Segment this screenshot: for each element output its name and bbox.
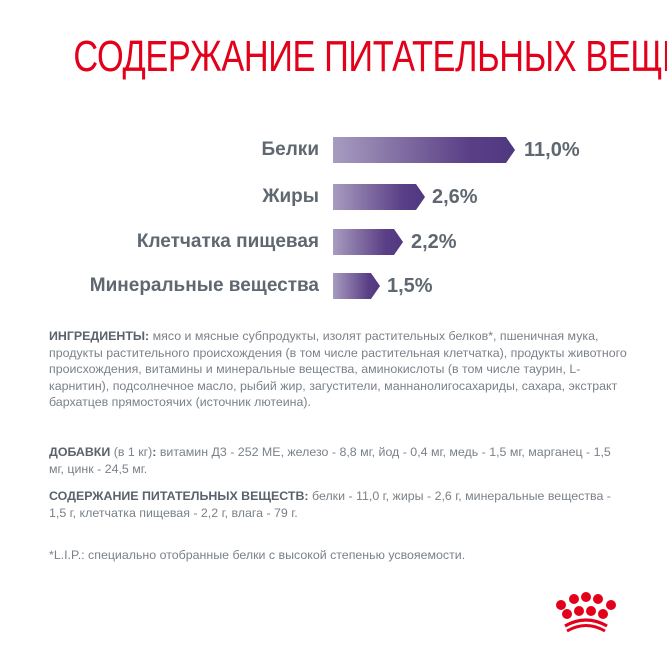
footnote: *L.I.P.: специально отобранные белки с в… (49, 548, 466, 562)
additives-paragraph: ДОБАВКИ (в 1 кг): витамин Д3 - 252 МЕ, ж… (49, 444, 629, 477)
bar-row-protein: Белки 11,0% (0, 137, 667, 163)
bar-value: 2,2% (411, 231, 457, 253)
page-title: СОДЕРЖАНИЕ ПИТАТЕЛЬНЫХ ВЕЩЕСТВ (73, 32, 667, 81)
bar-value: 11,0% (524, 139, 580, 161)
nutrients-paragraph: СОДЕРЖАНИЕ ПИТАТЕЛЬНЫХ ВЕЩЕСТВ: белки - … (49, 488, 629, 521)
additives-colon: : (152, 445, 157, 459)
bar-value: 1,5% (387, 275, 433, 297)
ingredients-text: мясо и мясные субпродукты, изолят растит… (49, 329, 627, 409)
nutrients-text: белки - 11,0 г, жиры - 2,6 г, минеральны… (49, 489, 611, 520)
additives-text: витамин Д3 - 252 МЕ, железо - 8,8 мг, йо… (49, 445, 611, 476)
additives-qualifier: (в 1 кг) (110, 445, 153, 459)
bar-label: Клетчатка пищевая (136, 231, 319, 252)
bar (333, 273, 380, 299)
additives-heading: ДОБАВКИ (49, 445, 111, 459)
ingredients-paragraph: ИНГРЕДИЕНТЫ: мясо и мясные субпродукты, … (49, 328, 629, 411)
bar-label: Минеральные вещества (89, 275, 319, 296)
bar (333, 229, 403, 255)
bar (333, 137, 515, 163)
royal-canin-crown-icon (553, 592, 619, 638)
bar-row-fiber: Клетчатка пищевая 2,2% (0, 229, 667, 255)
bar-row-fat: Жиры 2,6% (0, 184, 667, 210)
bar-row-minerals: Минеральные вещества 1,5% (0, 273, 667, 299)
nutrients-heading: СОДЕРЖАНИЕ ПИТАТЕЛЬНЫХ ВЕЩЕСТВ: (49, 489, 309, 503)
ingredients-heading: ИНГРЕДИЕНТЫ: (49, 329, 150, 343)
bar-label: Белки (261, 139, 319, 160)
bar (333, 184, 425, 210)
bar-value: 2,6% (432, 186, 478, 208)
bar-label: Жиры (262, 186, 319, 207)
